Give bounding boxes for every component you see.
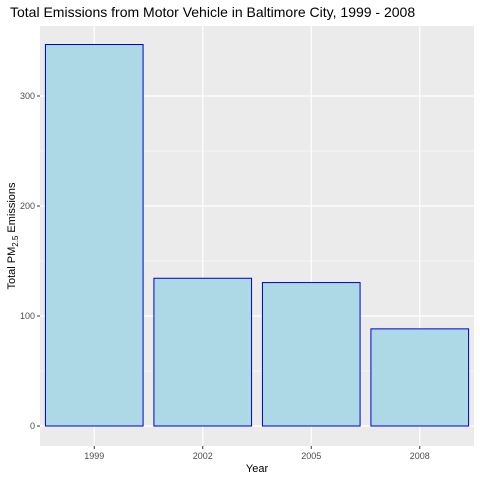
y-axis-title-suffix: Emissions [6,182,18,236]
y-axis-title-subscript: 2.5 [11,235,20,247]
x-tick-label: 2002 [193,451,213,461]
y-tick-label: 300 [20,91,35,101]
y-tick-label: 200 [20,201,35,211]
bar-1999 [44,44,144,427]
y-tick-label: 0 [30,421,35,431]
bar-2002 [153,277,253,427]
y-axis-ticks: 0 100 200 300 [20,91,40,431]
chart-title: Total Emissions from Motor Vehicle in Ba… [10,4,415,20]
x-tick-label: 1999 [84,451,104,461]
y-tick-label: 100 [20,311,35,321]
x-tick-label: 2005 [301,451,321,461]
bars [44,44,470,427]
y-axis-title-prefix: Total PM [6,247,18,290]
x-axis-ticks: 1999 2002 2005 2008 [84,446,430,461]
bar-2008 [370,328,470,427]
x-axis-title: Year [246,463,269,475]
y-axis-title: Total PM2.5 Emissions [6,182,20,290]
x-tick-label: 2008 [410,451,430,461]
bar-2005 [261,282,361,427]
